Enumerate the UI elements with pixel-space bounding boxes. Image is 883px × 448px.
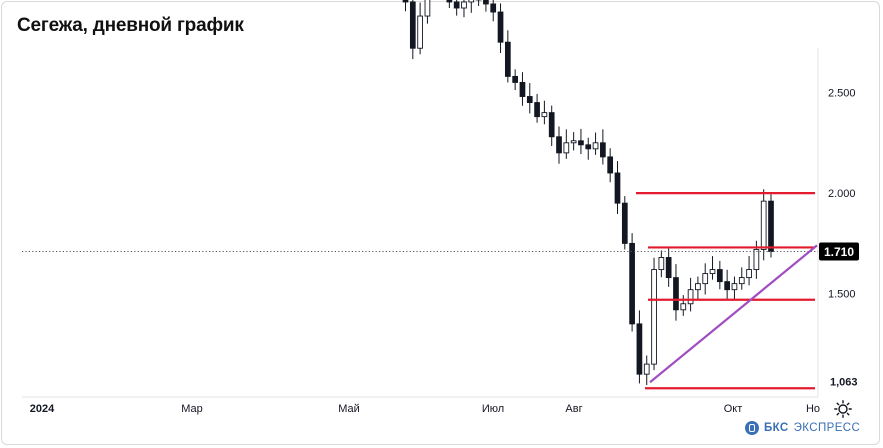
- candle-body: [512, 75, 519, 83]
- candle-body: [541, 112, 548, 118]
- candle-body: [709, 269, 716, 275]
- candle-body: [548, 112, 555, 138]
- candle-body: [497, 11, 504, 43]
- candle-body: [556, 136, 562, 154]
- candle-body: [607, 156, 614, 174]
- candle-body: [402, 0, 409, 3]
- x-tick-label: Но: [806, 403, 820, 415]
- candle-body: [665, 257, 672, 279]
- candle-body: [585, 144, 592, 150]
- chart-title: Сегежа, дневной график: [17, 15, 244, 36]
- candle-body: [424, 0, 431, 17]
- candle-body: [614, 172, 621, 204]
- candle-body: [716, 269, 723, 283]
- candle-body: [658, 257, 665, 271]
- candle-body: [621, 202, 628, 244]
- x-tick-label: Июл: [482, 403, 504, 415]
- candle-body: [768, 200, 774, 252]
- brand-suffix: ЭКСПРЕСС: [793, 422, 861, 434]
- candle-body: [563, 142, 570, 154]
- y-tick-label: 1.500: [828, 289, 856, 301]
- candle-body: [673, 277, 679, 311]
- candle-body: [592, 142, 599, 150]
- candle-body: [724, 281, 730, 291]
- y-tick-label: 2.000: [828, 188, 856, 200]
- x-tick-label: Окт: [724, 403, 743, 415]
- candle-body: [417, 15, 423, 49]
- candle-body: [643, 363, 650, 375]
- x-tick-label: 2024: [30, 403, 55, 415]
- candle-body: [526, 96, 533, 104]
- x-tick-label: Авг: [565, 403, 582, 415]
- candle-body: [461, 1, 467, 9]
- candle-body: [578, 140, 584, 146]
- candle-body: [636, 323, 643, 375]
- candle-body: [695, 283, 701, 291]
- trendline: [649, 244, 818, 384]
- candle-body: [468, 0, 475, 3]
- x-tick-label: Мар: [181, 403, 203, 415]
- candle-body: [760, 200, 767, 250]
- bks-logo-icon: [745, 421, 759, 435]
- x-tick-label: Май: [338, 403, 360, 415]
- candle-body: [600, 142, 606, 158]
- candle-body: [738, 277, 745, 285]
- candle-body: [629, 242, 635, 325]
- candle-body: [687, 289, 694, 305]
- brand-logo: БКС ЭКСПРЕСС: [745, 421, 860, 435]
- candle-body: [446, 0, 453, 3]
- candle-body: [746, 269, 752, 279]
- candle-body: [453, 1, 460, 9]
- sun-settings-icon[interactable]: [834, 400, 852, 418]
- candle-body: [483, 0, 489, 5]
- brand-name: БКС: [764, 422, 789, 434]
- candle-body: [680, 303, 687, 311]
- candle-body: [702, 273, 709, 285]
- current-price-tag: [819, 242, 859, 261]
- candle-body: [504, 41, 511, 77]
- low-price-label: 1,063: [830, 377, 858, 389]
- candle-body: [570, 140, 577, 144]
- candle-body: [519, 81, 526, 97]
- candle-body: [753, 248, 760, 271]
- candle-body: [490, 3, 497, 13]
- y-tick-label: 2.500: [828, 88, 856, 100]
- candle-body: [731, 283, 738, 291]
- candle-body: [409, 1, 416, 49]
- candle-body: [534, 102, 540, 118]
- current-price-label: 1.710: [824, 245, 854, 259]
- candle-body: [651, 269, 657, 365]
